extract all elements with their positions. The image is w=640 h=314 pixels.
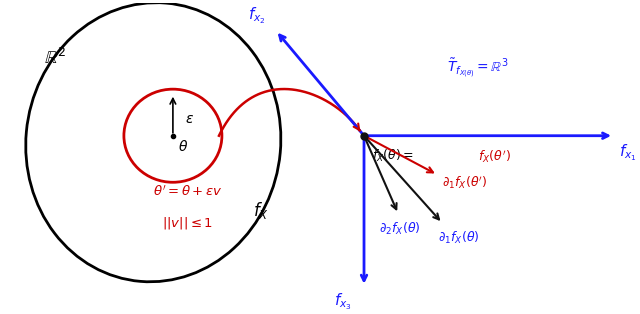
Text: $\partial_2 f_X(\theta)$: $\partial_2 f_X(\theta)$	[379, 221, 420, 237]
Text: $\mathbb{R}^2$: $\mathbb{R}^2$	[44, 48, 67, 68]
Text: $\theta' = \theta + \epsilon v$: $\theta' = \theta + \epsilon v$	[153, 184, 223, 199]
Text: $f_X(\theta^\prime)$: $f_X(\theta^\prime)$	[477, 148, 511, 165]
Text: $f_X(\theta) = $: $f_X(\theta) = $	[372, 148, 413, 164]
Text: $\epsilon$: $\epsilon$	[185, 112, 194, 126]
Text: $f_{x_3}$: $f_{x_3}$	[335, 291, 352, 312]
Text: $||v|| \leq 1$: $||v|| \leq 1$	[162, 215, 213, 231]
Text: $f_X$: $f_X$	[253, 200, 269, 221]
Text: $f_{x_2}$: $f_{x_2}$	[248, 5, 266, 26]
Text: $\partial_1 f_X(\theta)$: $\partial_1 f_X(\theta)$	[438, 230, 479, 246]
Text: $\partial_1 f_X(\theta^\prime)$: $\partial_1 f_X(\theta^\prime)$	[442, 174, 488, 191]
Text: $\theta$: $\theta$	[178, 139, 188, 154]
Text: $\tilde{T}_{f_{X(\theta)}} = \mathbb{R}^3$: $\tilde{T}_{f_{X(\theta)}} = \mathbb{R}^…	[447, 56, 509, 80]
Text: $f_{x_1}$: $f_{x_1}$	[619, 142, 637, 163]
